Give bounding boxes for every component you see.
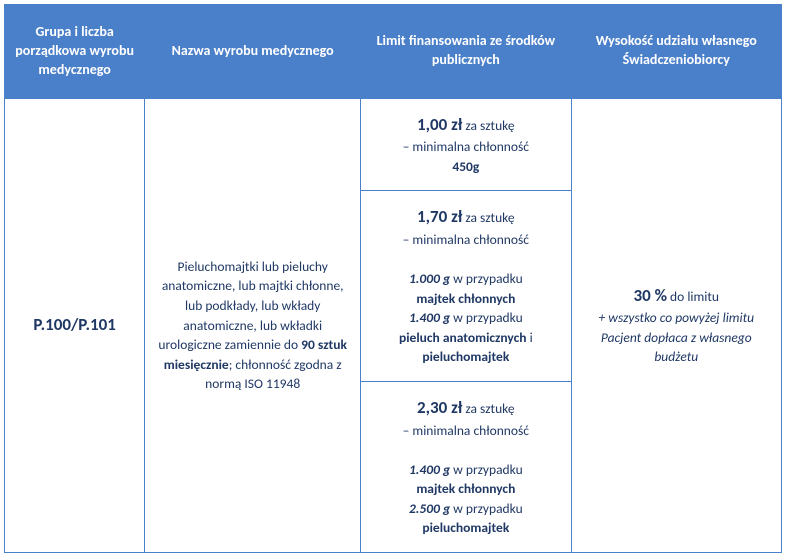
tier3-line2-item: pieluchomajtek bbox=[422, 519, 509, 536]
copay-suffix: do limitu bbox=[667, 288, 719, 305]
cell-tier-1: 1,00 zł za sztukę – minimalna chłonność … bbox=[361, 98, 571, 191]
tier3-line1-val: 1.400 g bbox=[409, 461, 450, 478]
tier2-line2-item2: pieluchomajtek bbox=[422, 348, 509, 365]
copay-note: + wszystko co powyżej limitu Pacjent dop… bbox=[599, 309, 755, 365]
tier2-min-label: – minimalna chłonność bbox=[403, 231, 529, 248]
tier2-line1-val: 1.000 g bbox=[409, 270, 450, 287]
tier3-line1-txt: w przypadku bbox=[450, 461, 523, 478]
tier3-line2-val: 2.500 g bbox=[409, 500, 450, 517]
tier2-line2-val: 1.400 g bbox=[409, 309, 450, 326]
header-group: Grupa i liczba porządkowa wyrobu medyczn… bbox=[5, 5, 145, 99]
copay-pct: 30 % bbox=[634, 285, 667, 306]
tier1-min-label: – minimalna chłonność bbox=[403, 138, 529, 155]
tier3-price: 2,30 zł bbox=[417, 397, 462, 418]
cell-description: Pieluchomajtki lub pieluchy anatomiczne,… bbox=[145, 98, 361, 552]
tier3-unit: za sztukę bbox=[462, 400, 514, 417]
table-row: P.100/P.101 Pieluchomajtki lub pieluchy … bbox=[5, 98, 782, 191]
tier1-price: 1,00 zł bbox=[417, 114, 462, 135]
tier2-line2-item1: pieluch anatomicznych bbox=[399, 329, 527, 346]
tier2-price: 1,70 zł bbox=[417, 206, 462, 227]
tier3-min-label: – minimalna chłonność bbox=[403, 422, 529, 439]
cell-code: P.100/P.101 bbox=[5, 98, 145, 552]
tier2-unit: za sztukę bbox=[462, 209, 514, 226]
header-copay: Wysokość udziału własnego Świadczeniobio… bbox=[571, 5, 781, 99]
tier2-line2-txt: w przypadku bbox=[450, 309, 523, 326]
cell-copay: 30 % do limitu + wszystko co powyżej lim… bbox=[571, 98, 781, 552]
cell-tier-2: 1,70 zł za sztukę – minimalna chłonność … bbox=[361, 191, 571, 382]
header-name: Nazwa wyrobu medycznego bbox=[145, 5, 361, 99]
tier1-unit: za sztukę bbox=[462, 117, 514, 134]
product-code: P.100/P.101 bbox=[33, 314, 115, 335]
tier2-line2-and: i bbox=[527, 329, 533, 346]
tier2-line1-item: majtek chłonnych bbox=[416, 290, 515, 307]
header-row: Grupa i liczba porządkowa wyrobu medyczn… bbox=[5, 5, 782, 99]
financing-table: Grupa i liczba porządkowa wyrobu medyczn… bbox=[4, 4, 782, 553]
header-limit: Limit finansowania ze środków publicznyc… bbox=[361, 5, 571, 99]
tier1-min-value: 450g bbox=[452, 158, 479, 175]
tier3-line1-item: majtek chłonnych bbox=[416, 480, 515, 497]
tier3-line2-txt: w przypadku bbox=[450, 500, 523, 517]
tier2-line1-txt: w przypadku bbox=[450, 270, 523, 287]
cell-tier-3: 2,30 zł za sztukę – minimalna chłonność … bbox=[361, 382, 571, 553]
